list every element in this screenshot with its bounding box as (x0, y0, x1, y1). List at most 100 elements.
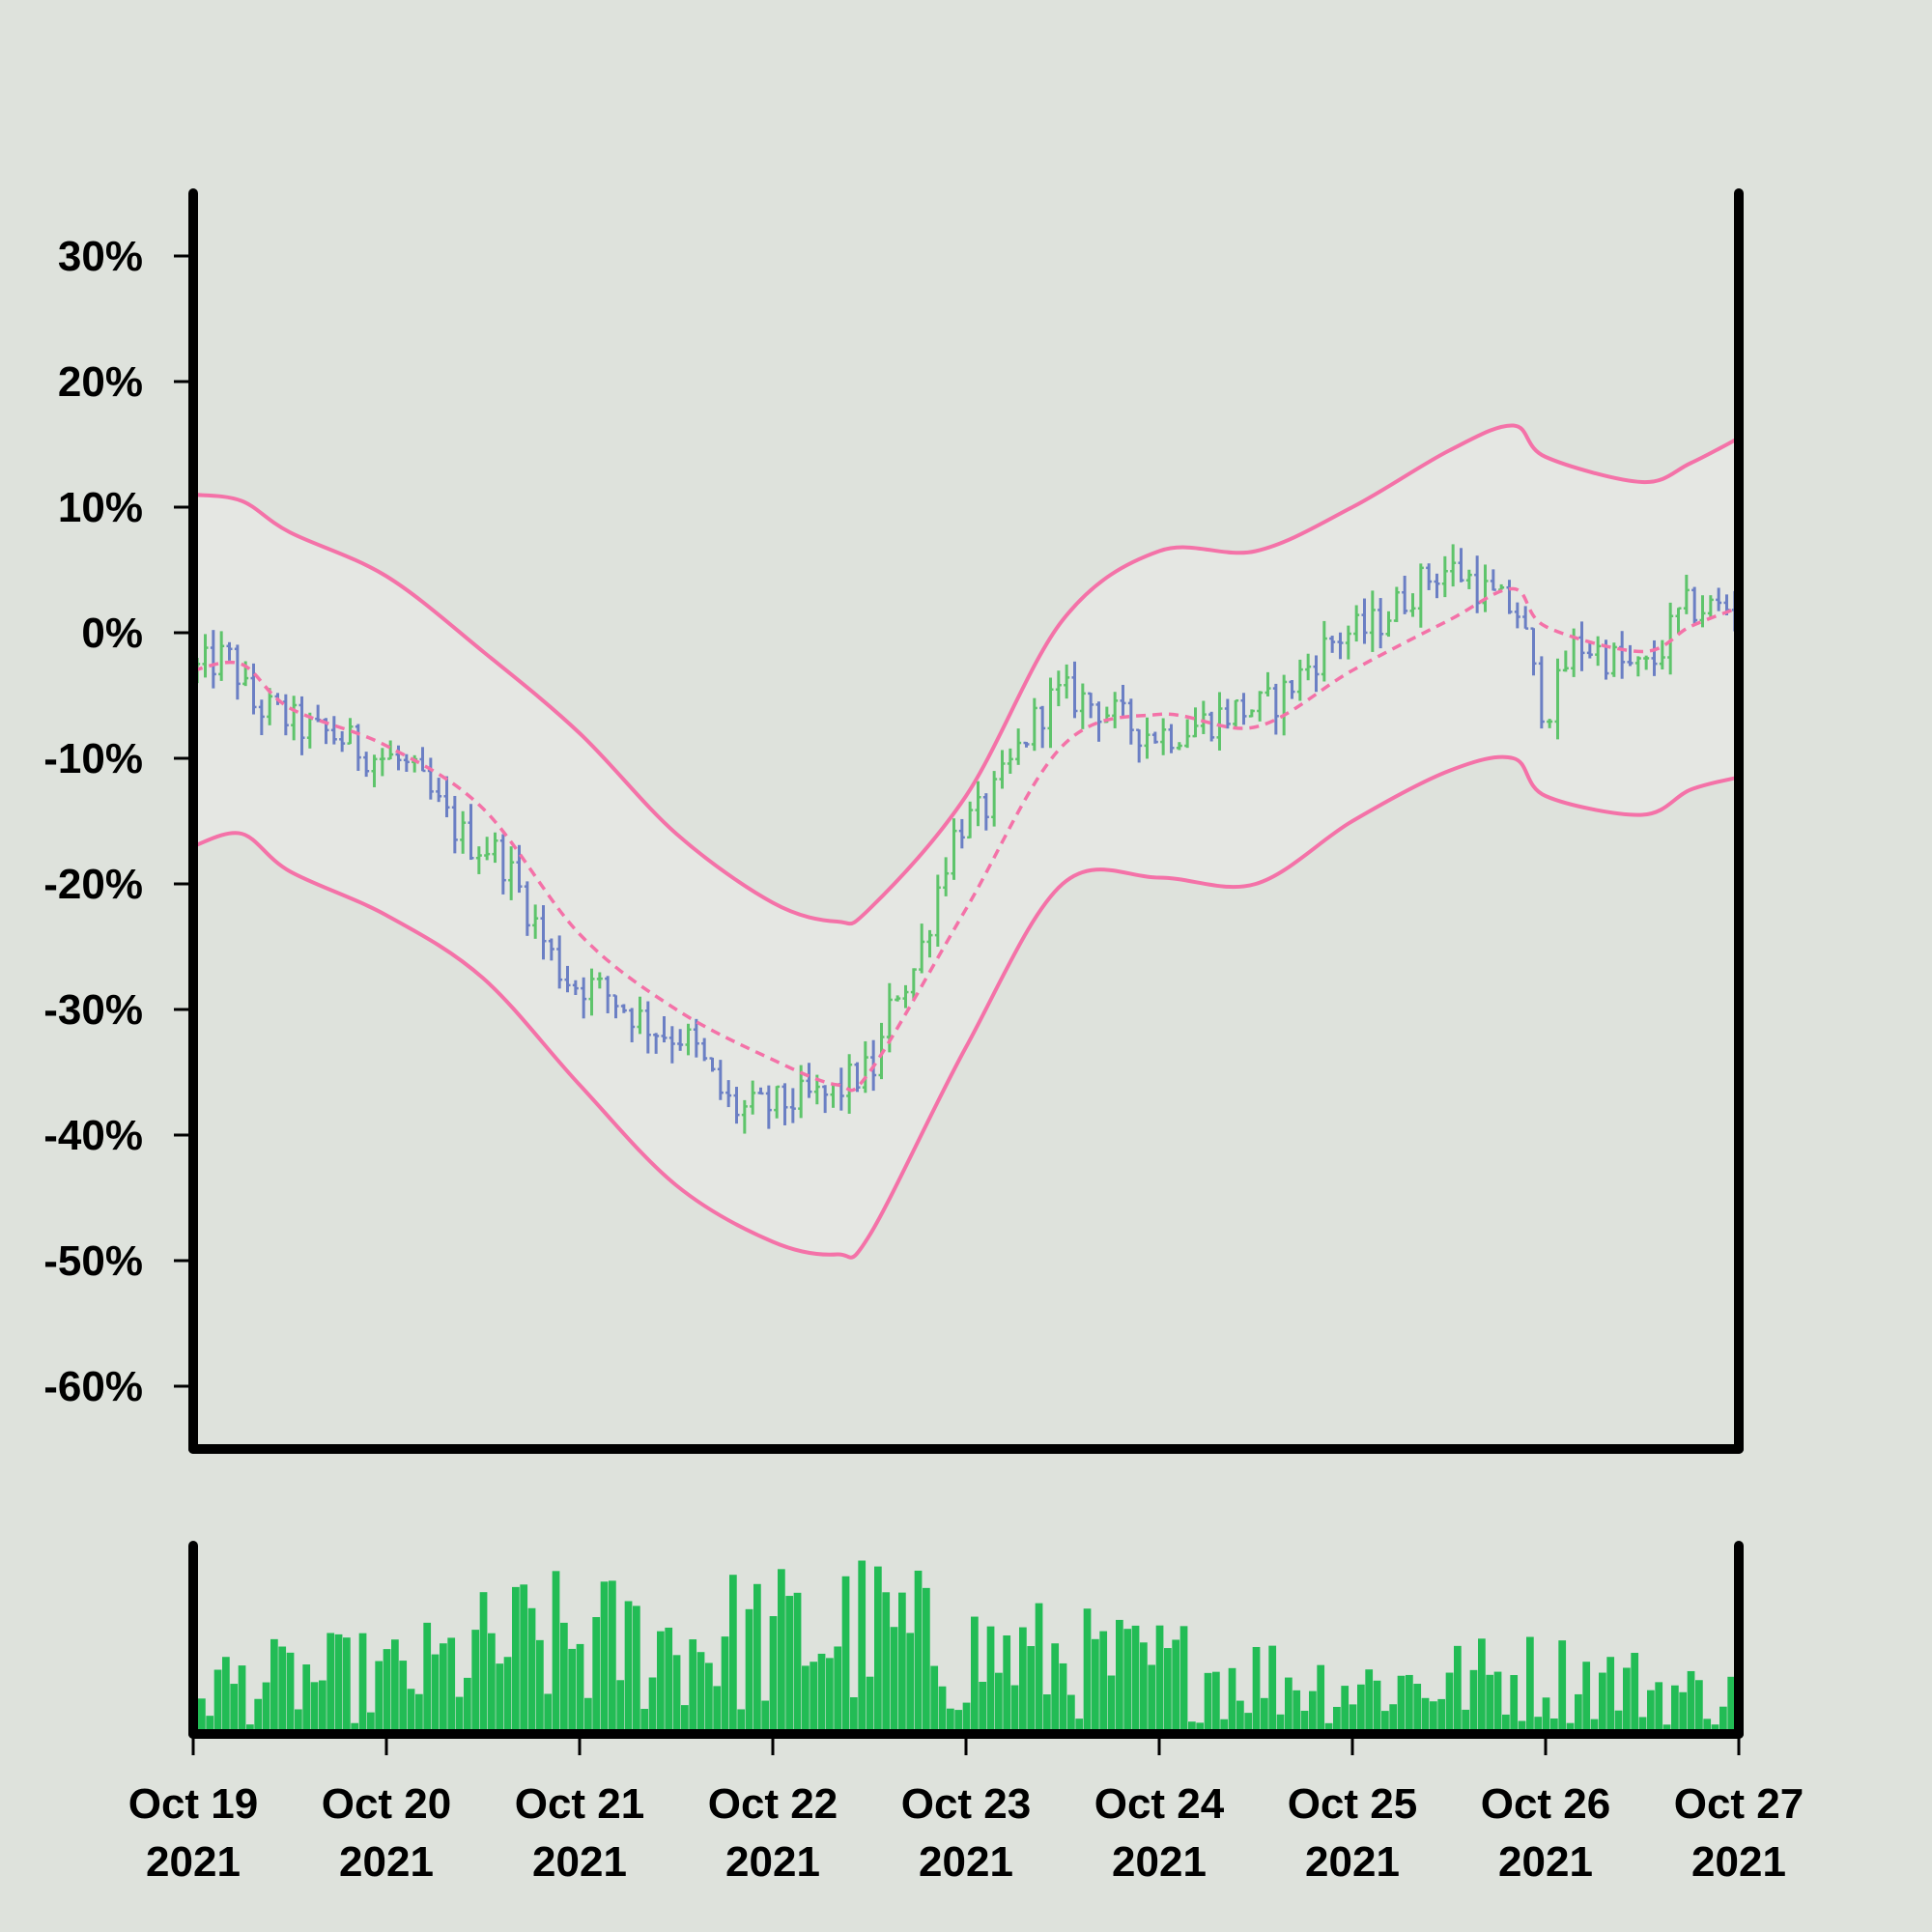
ohlc-bar (1369, 590, 1376, 652)
volume-bar (624, 1601, 633, 1734)
ohlc-bar (1522, 606, 1529, 630)
ohlc-bar (1402, 575, 1408, 614)
ohlc-bar (492, 832, 498, 864)
volume-bar (198, 1698, 206, 1734)
x-axis: Oct 19 2021 Oct 20 2021 Oct 21 2021 Oct 22 2021… (128, 1734, 1804, 1886)
volume-bar (1421, 1697, 1430, 1734)
volume-bar (375, 1661, 384, 1734)
volume-bar (302, 1664, 311, 1734)
ohlc-bar (668, 1026, 675, 1064)
volume-bar (672, 1655, 681, 1734)
ohlc-bar (789, 1088, 796, 1123)
ohlc-bar (605, 976, 611, 1013)
volume-bar (995, 1672, 1003, 1734)
ohlc-bar (1289, 680, 1295, 699)
ohlc-bar (1474, 555, 1481, 613)
volume-bar (1502, 1714, 1510, 1734)
volume-bar (367, 1712, 375, 1734)
ohlc-bar (1095, 701, 1102, 742)
ohlc-bar (234, 644, 241, 700)
volume-bar (1212, 1671, 1220, 1734)
volume-bar (262, 1682, 270, 1734)
volume-bar (1542, 1697, 1550, 1734)
volume-bar (648, 1677, 657, 1734)
ohlc-bar (862, 1040, 868, 1094)
ohlc-bar (524, 881, 530, 936)
ohlc-bar (943, 857, 950, 896)
y-tick-label: -60% (43, 1363, 143, 1410)
ohlc-bar (1272, 683, 1279, 735)
y-tick-label: -50% (43, 1237, 143, 1285)
volume-bar (633, 1605, 640, 1734)
ohlc-bar (330, 716, 337, 745)
volume-bar (616, 1680, 625, 1734)
ohlc-bar (403, 753, 410, 772)
volume-bar (527, 1607, 536, 1734)
ohlc-bar (846, 1054, 853, 1114)
ohlc-bar (999, 750, 1006, 789)
volume-bar (358, 1633, 367, 1734)
ohlc-bar (1192, 707, 1199, 738)
volume-bar (1341, 1686, 1350, 1734)
volume-bar (1010, 1685, 1019, 1734)
volume-bar (1204, 1672, 1212, 1734)
volume-bar (954, 1710, 963, 1734)
volume-bar (1493, 1671, 1502, 1734)
ohlc-bar (781, 1083, 788, 1125)
volume-bar (841, 1576, 850, 1734)
bollinger-band-fill (193, 425, 1739, 1258)
volume-bar (681, 1705, 689, 1734)
ohlc-bar (508, 846, 515, 900)
bollinger-middle-line (192, 586, 1740, 1093)
ohlc-bar (436, 778, 442, 803)
volume-bar (947, 1708, 954, 1734)
volume-bar (882, 1592, 891, 1734)
volume-bar (1261, 1697, 1268, 1734)
volume-panel: Oct 19 2021 Oct 20 2021 Oct 21 2021 Oct 22 2021… (128, 1541, 1804, 1886)
volume-bar (1140, 1642, 1148, 1734)
volume-bar (319, 1680, 327, 1734)
ohlc-bar (653, 1033, 660, 1054)
ohlc-bar (1393, 586, 1400, 622)
volume-bar (1437, 1698, 1446, 1734)
volume-bar (222, 1657, 230, 1734)
volume-bar (761, 1700, 770, 1734)
volume-bar (343, 1637, 351, 1734)
ohlc-bar (451, 795, 458, 854)
volume-bar (1148, 1664, 1156, 1734)
volume-bar (1035, 1603, 1043, 1734)
volume-bar (1638, 1717, 1647, 1734)
ohlc-bar (1643, 655, 1650, 670)
ohlc-bar (1547, 719, 1553, 728)
volume-bar (826, 1658, 834, 1734)
ohlc-bar (1120, 684, 1126, 720)
ohlc-bar (701, 1037, 708, 1062)
ohlc-bar (532, 904, 539, 939)
ohlc-bar (1240, 693, 1247, 725)
ohlc-bar (1313, 655, 1320, 693)
volume-bar (1196, 1722, 1205, 1734)
volume-bar (447, 1637, 456, 1734)
x-tick-year: 2021 (1305, 1838, 1400, 1886)
ohlc-bar (919, 923, 925, 974)
volume-bar (1244, 1713, 1253, 1734)
volume-bar (455, 1696, 464, 1734)
volume-bar (962, 1702, 971, 1734)
volume-bar (1679, 1691, 1688, 1734)
ohlc-bar (644, 1001, 651, 1054)
ohlc-bar (1675, 607, 1682, 635)
ohlc-bar (1627, 644, 1634, 667)
volume-bar (334, 1634, 343, 1734)
volume-bar (1365, 1669, 1374, 1734)
volume-bar (1381, 1711, 1389, 1734)
ohlc-bar (564, 965, 571, 993)
volume-bar (1116, 1619, 1123, 1734)
ohlc-bar (1184, 719, 1191, 749)
y-tick-label: 0% (81, 610, 143, 657)
y-tick-label: -30% (43, 986, 143, 1034)
ohlc-bar (1224, 698, 1231, 729)
volume-bar (1188, 1721, 1196, 1734)
volume-bar (1631, 1653, 1639, 1734)
ohlc-bar (1337, 632, 1344, 660)
volume-bar (1582, 1662, 1591, 1734)
